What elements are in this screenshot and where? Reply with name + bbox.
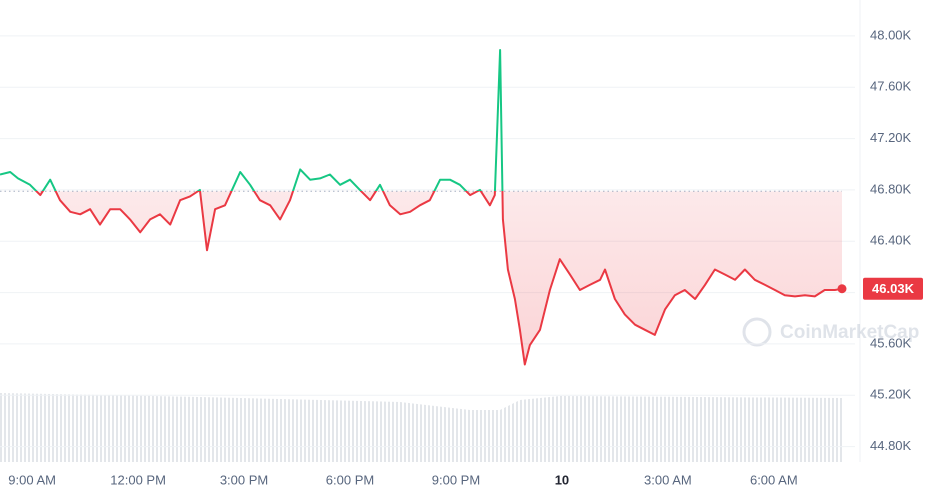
y-tick-label: 46.80K — [870, 181, 912, 196]
y-tick-label: 44.80K — [870, 438, 912, 453]
y-tick-label: 46.40K — [870, 233, 912, 248]
y-tick-label: 45.20K — [870, 387, 912, 402]
volume-bars — [0, 393, 842, 462]
watermark: CoinMarketCap — [742, 317, 919, 347]
x-tick-label: 3:00 PM — [220, 472, 268, 487]
x-tick-label: 9:00 PM — [432, 472, 480, 487]
area-fill — [0, 191, 842, 365]
x-tick-label: 6:00 AM — [750, 472, 798, 487]
y-tick-label: 47.60K — [870, 79, 912, 94]
y-tick-label: 45.60K — [870, 335, 912, 350]
current-price-box — [863, 277, 923, 300]
x-tick-label: 12:00 PM — [110, 472, 166, 487]
x-tick-label: 9:00 AM — [8, 472, 56, 487]
x-tick-label: 3:00 AM — [644, 472, 692, 487]
x-tick-label: 10 — [555, 472, 569, 487]
watermark-text: CoinMarketCap — [780, 322, 919, 343]
y-tick-label: 48.00K — [870, 27, 912, 42]
y-tick-label: 47.20K — [870, 130, 912, 145]
current-price-dot — [837, 284, 847, 294]
x-tick-label: 6:00 PM — [326, 472, 374, 487]
current-price-label: 46.03K — [872, 281, 915, 296]
price-line — [0, 49, 843, 366]
